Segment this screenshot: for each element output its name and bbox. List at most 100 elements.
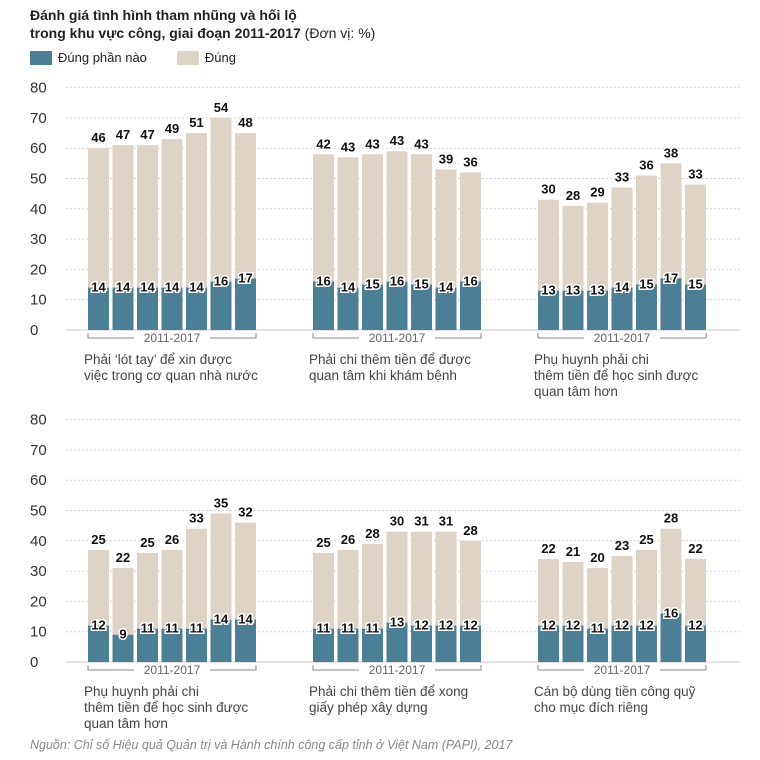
bar-true <box>460 540 481 626</box>
y-tick-label: 0 <box>30 322 38 339</box>
data-label-partly: 16 <box>463 274 477 289</box>
bar-true <box>611 555 633 626</box>
data-label-partly: 14 <box>165 280 180 295</box>
bar-partly <box>538 290 559 330</box>
data-label-partly: 11 <box>190 621 204 636</box>
panel-caption: Phải chi thêm tiền để xong <box>309 684 468 699</box>
bar-true <box>386 151 408 282</box>
data-label-partly: 16 <box>390 274 404 289</box>
bar-true <box>660 528 682 614</box>
bar-partly <box>88 287 109 330</box>
data-label-partly: 9 <box>119 627 126 642</box>
bar-true <box>210 513 232 620</box>
data-label-partly: 12 <box>541 618 555 633</box>
data-label-partly: 15 <box>365 277 379 292</box>
data-label-partly: 14 <box>91 280 106 295</box>
y-tick-label: 60 <box>30 472 47 489</box>
bar-partly <box>210 281 232 330</box>
bar-true <box>562 562 584 626</box>
bar-true <box>88 549 109 626</box>
bar-partly <box>112 287 134 330</box>
period-label: 2011-2017 <box>144 331 201 345</box>
legend-item-partly: Đúng phần nào <box>30 50 147 65</box>
data-label-true: 32 <box>238 505 252 520</box>
data-label-partly: 14 <box>214 612 229 627</box>
panel-caption: Cán bộ dùng tiền công quỹ <box>534 684 696 699</box>
bar-partly <box>562 625 584 662</box>
source-note: Nguồn: Chỉ số Hiệu quả Quản trị và Hành … <box>30 738 513 752</box>
bar-partly <box>611 287 633 330</box>
bar-true <box>636 549 657 626</box>
data-label-partly: 16 <box>214 274 228 289</box>
bar-partly <box>337 628 359 662</box>
data-label-partly: 14 <box>238 612 253 627</box>
bar-partly <box>636 284 657 330</box>
data-label-true: 22 <box>688 541 702 556</box>
bar-partly <box>161 287 183 330</box>
bar-true <box>660 163 682 279</box>
data-label-true: 23 <box>615 538 629 553</box>
panel-caption: Phải ‘lót tay’ để xin được <box>84 352 232 367</box>
data-label-partly: 13 <box>541 283 555 298</box>
y-tick-label: 40 <box>30 201 47 218</box>
data-label-true: 43 <box>365 136 379 151</box>
data-label-partly: 11 <box>591 621 605 636</box>
bar-true <box>587 202 608 291</box>
bar-partly <box>386 622 408 662</box>
y-tick-label: 30 <box>30 231 47 248</box>
bar-partly <box>235 619 256 662</box>
data-label-partly: 11 <box>341 621 355 636</box>
data-label-true: 26 <box>165 532 179 547</box>
panel-caption: Phụ huynh phải chi <box>534 352 649 367</box>
period-label: 2011-2017 <box>369 331 426 345</box>
bar-partly <box>538 625 559 662</box>
bar-partly <box>210 619 232 662</box>
data-label-partly: 14 <box>615 280 630 295</box>
data-label-partly: 13 <box>390 615 404 630</box>
data-label-partly: 12 <box>566 618 580 633</box>
bar-true <box>337 549 359 629</box>
legend-item-true: Đúng <box>176 50 236 65</box>
y-tick-label: 80 <box>30 412 47 429</box>
bar-true <box>636 175 657 285</box>
data-label-true: 42 <box>316 136 330 151</box>
data-label-partly: 16 <box>316 274 330 289</box>
bar-partly <box>460 625 481 662</box>
y-tick-label: 50 <box>30 503 47 520</box>
bar-true <box>538 199 559 291</box>
period-label-bg <box>359 663 435 677</box>
panel-caption: thêm tiền để học sinh được <box>84 700 248 715</box>
bar-true <box>685 184 706 285</box>
data-label-partly: 12 <box>439 618 453 633</box>
bar-true <box>587 568 608 629</box>
bar-true <box>137 145 158 288</box>
bar-partly <box>435 625 457 662</box>
legend-swatch-true <box>176 50 199 65</box>
data-label-partly: 16 <box>664 606 678 621</box>
data-label-true: 31 <box>414 514 428 529</box>
bar-partly <box>685 625 706 662</box>
bar-true <box>386 531 408 623</box>
legend-label-true: Đúng <box>204 50 236 65</box>
bar-partly <box>313 281 334 330</box>
data-label-true: 51 <box>189 115 203 130</box>
bar-true <box>313 552 334 629</box>
period-label: 2011-2017 <box>594 331 651 345</box>
period-label-bg <box>359 331 435 345</box>
chart-area: 0 10 20 30 40 50 60 70 80 0 10 20 30 40 50 60 70 80 46 14 47… <box>30 80 740 731</box>
bar-partly <box>460 281 481 330</box>
bar-true <box>435 531 457 626</box>
data-label-partly: 14 <box>439 280 454 295</box>
data-label-true: 30 <box>390 514 404 529</box>
bar-true <box>411 531 432 626</box>
data-label-true: 25 <box>316 535 330 550</box>
data-label-partly: 11 <box>165 621 179 636</box>
data-label-partly: 12 <box>463 618 477 633</box>
panel-caption: giấy phép xây dựng <box>309 700 428 715</box>
bar-true <box>186 133 207 288</box>
bar-true <box>611 187 633 288</box>
data-label-true: 49 <box>165 121 179 136</box>
legend: Đúng phần nào Đúng <box>30 50 266 65</box>
period-label: 2011-2017 <box>594 663 651 677</box>
title-line-1: Đánh giá tình hình tham nhũng và hối lộ <box>30 7 297 23</box>
